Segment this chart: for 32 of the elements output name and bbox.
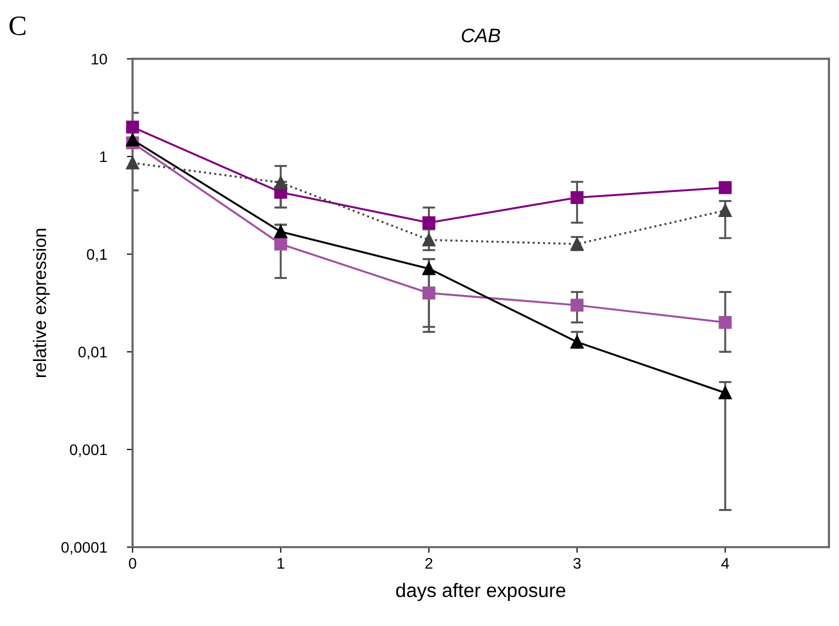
y-tick-label: 0,1 — [86, 249, 107, 262]
point — [422, 262, 436, 276]
point — [422, 216, 436, 230]
point — [718, 181, 732, 194]
point — [570, 336, 584, 348]
point — [718, 316, 732, 329]
chart-title: CAB — [462, 28, 500, 42]
x-tick-label: 0 — [128, 558, 136, 569]
x-tick-label: 2 — [425, 558, 432, 569]
point — [422, 233, 436, 246]
point — [274, 238, 288, 250]
y-tick-label: 1 — [100, 152, 107, 162]
point — [126, 156, 140, 170]
point — [718, 204, 732, 217]
point — [570, 191, 584, 204]
x-tick-label: 4 — [721, 558, 730, 569]
point — [718, 386, 732, 400]
text: C — [10, 16, 26, 36]
y-axis-title: relative expression — [32, 228, 50, 378]
x-tick-label: 3 — [573, 558, 581, 569]
point — [126, 120, 140, 134]
point — [422, 286, 436, 300]
y-tick-label: 0,0001 — [61, 542, 107, 555]
point — [274, 176, 288, 190]
point — [570, 298, 584, 312]
x-axis-title: days after exposure — [396, 582, 566, 602]
point — [274, 225, 288, 238]
y-tick-label: 0,01 — [78, 346, 107, 360]
point — [126, 133, 140, 146]
y-tick-label: 0,001 — [70, 444, 107, 457]
x-tick-label: 1 — [278, 558, 284, 569]
y-tick-label: 10 — [92, 54, 107, 65]
